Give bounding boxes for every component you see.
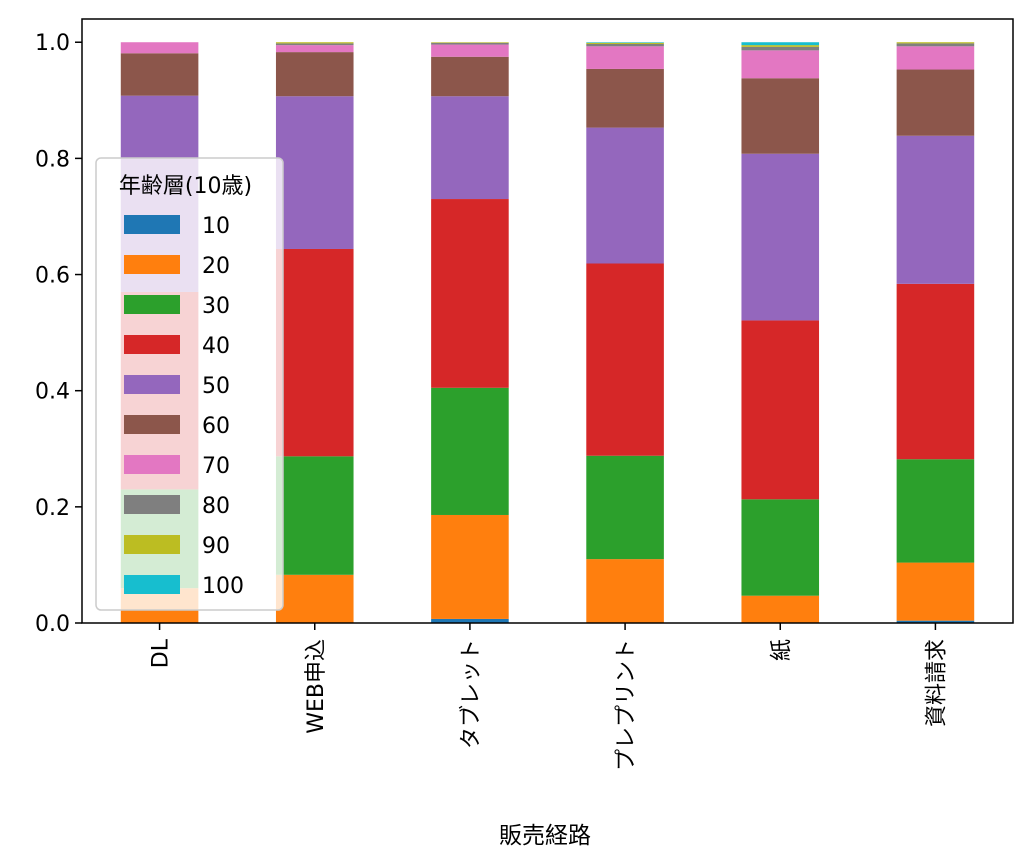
legend-swatch xyxy=(124,255,180,274)
bar-segment xyxy=(896,283,975,460)
legend-swatch xyxy=(124,295,180,314)
bar-segment xyxy=(431,514,509,619)
bar-segment xyxy=(896,459,975,563)
bar-segment xyxy=(120,42,199,54)
legend-label: 100 xyxy=(202,574,244,599)
bar-segment xyxy=(896,46,975,70)
legend-label: 10 xyxy=(202,214,230,239)
bar-segment xyxy=(586,42,664,44)
bar-segment xyxy=(741,595,820,623)
bar-segment xyxy=(896,69,975,136)
legend: 年齢層(10歳) 10 20 30 40 50 60 70 80 90 100 xyxy=(95,157,284,611)
legend-label: 70 xyxy=(202,454,230,479)
plot-frame xyxy=(81,18,1014,624)
y-tick-label: 0.8 xyxy=(35,147,70,172)
bar-segment xyxy=(586,263,664,456)
x-tick-label: WEB申込 xyxy=(304,639,329,734)
bar-segment xyxy=(431,618,509,623)
bar-segment xyxy=(586,455,664,560)
bar-segment xyxy=(741,153,820,321)
legend-title: 年齢層(10歳) xyxy=(119,174,252,199)
bar-segment xyxy=(275,248,354,457)
bar-segment xyxy=(586,559,664,623)
y-tick-label: 0.4 xyxy=(35,380,70,405)
bar-segment xyxy=(275,43,354,46)
legend-label: 80 xyxy=(202,494,230,519)
bar-segment xyxy=(275,96,354,249)
bar-segment xyxy=(741,45,820,47)
y-tick-label: 0.2 xyxy=(35,496,70,521)
legend-label: 30 xyxy=(202,294,230,319)
bar-segment xyxy=(275,456,354,575)
bar-segment xyxy=(586,127,664,264)
axes-layer: DL WEB申込 タブレット プレプリント 紙 資料請求 0.0 0.2 0.4 0.6 0.8 1.… xyxy=(35,18,1014,771)
legend-swatch xyxy=(124,335,180,354)
legend-label: 20 xyxy=(202,254,230,279)
bar-segment xyxy=(275,52,354,97)
bar-segment xyxy=(586,46,664,69)
bar-segment xyxy=(586,43,664,47)
x-tick-label: 紙 xyxy=(769,639,794,661)
x-tick-label: DL xyxy=(149,638,174,668)
legend-swatch xyxy=(124,215,180,234)
bar-segment xyxy=(896,562,975,621)
bar-segment xyxy=(896,43,975,47)
bar-segment xyxy=(741,499,820,596)
bar-segment xyxy=(896,620,975,623)
bar-segment xyxy=(275,574,354,623)
legend-swatch xyxy=(124,535,180,554)
x-tick-label: 資料請求 xyxy=(924,639,949,727)
bar-segment xyxy=(431,387,509,515)
bar-segment xyxy=(431,96,509,200)
bar-segment xyxy=(741,42,820,46)
x-axis-label: 販売経路 xyxy=(499,823,591,849)
bar-segment xyxy=(120,53,199,96)
legend-label: 50 xyxy=(202,374,230,399)
bar-segment xyxy=(431,44,509,57)
bar-segment xyxy=(431,42,509,43)
bar-segment xyxy=(741,78,820,154)
bar-segment xyxy=(586,68,664,128)
bar-segment xyxy=(431,56,509,97)
y-tick-label: 1.0 xyxy=(35,31,70,56)
bar-segment xyxy=(586,42,664,43)
x-tick-label: プレプリント xyxy=(614,639,639,771)
legend-swatch xyxy=(124,455,180,474)
bar-segment xyxy=(741,320,820,500)
legend-label: 40 xyxy=(202,334,230,359)
legend-label: 90 xyxy=(202,534,230,559)
y-tick-label: 0.6 xyxy=(35,264,70,289)
bar-segment xyxy=(275,45,354,53)
legend-label: 60 xyxy=(202,414,230,439)
bar-segment xyxy=(741,50,820,79)
bar-segment xyxy=(275,42,354,44)
bar-segment xyxy=(741,46,820,51)
legend-swatch xyxy=(124,415,180,434)
legend-swatch xyxy=(124,375,180,394)
bar-segment xyxy=(896,42,975,44)
y-tick-label: 0.0 xyxy=(35,612,70,637)
bar-segment xyxy=(896,135,975,284)
x-tick-label: タブレット xyxy=(459,639,484,749)
bar-segment xyxy=(431,42,509,45)
legend-swatch xyxy=(124,575,180,594)
legend-swatch xyxy=(124,495,180,514)
bar-segment xyxy=(431,199,509,388)
